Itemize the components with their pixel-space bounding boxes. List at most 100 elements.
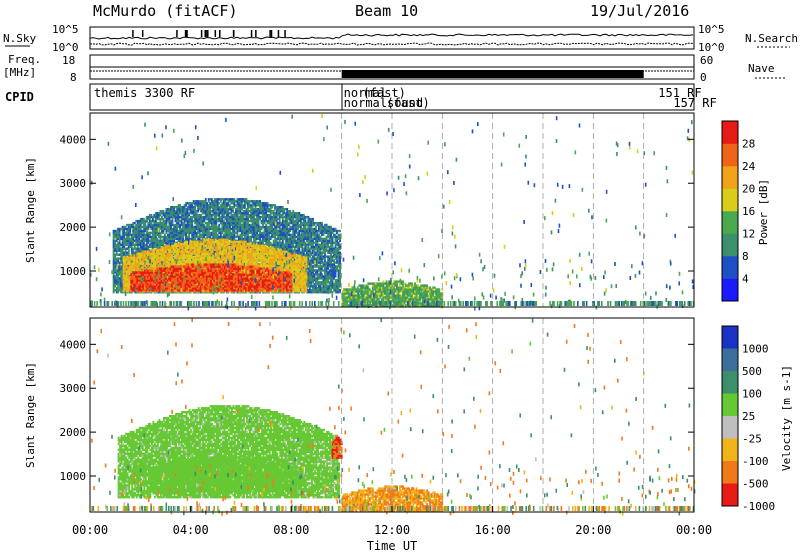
heatmap-cell [158, 212, 160, 215]
heatmap-cell [203, 235, 206, 239]
heatmap-cell [148, 235, 151, 239]
heatmap-cell [136, 243, 139, 246]
heatmap-cell [118, 229, 121, 233]
heatmap-cell [171, 221, 174, 225]
heatmap-cell [180, 233, 183, 237]
heatmap-cell [206, 204, 209, 207]
heatmap-cell [123, 229, 126, 233]
heatmap-cell [180, 227, 183, 231]
heatmap-cell [183, 210, 186, 213]
heatmap-cell [133, 227, 136, 231]
heatmap-cell [136, 231, 139, 235]
cpid-label: CPID [5, 90, 34, 104]
heatmap-cell [126, 247, 129, 250]
heatmap-cell [180, 208, 183, 211]
heatmap-cell [198, 223, 201, 227]
heatmap-cell [168, 217, 171, 221]
heatmap-cell [158, 225, 160, 229]
heatmap-cell [153, 221, 156, 225]
heatmap-cell [141, 217, 144, 221]
heatmap-cell [141, 225, 144, 229]
heatmap-cell [133, 221, 136, 225]
heatmap-cell [139, 265, 142, 268]
heatmap-cell [176, 237, 178, 241]
heatmap-cell [151, 215, 154, 219]
heatmap-cell [115, 275, 118, 278]
heatmap-cell [159, 212, 162, 215]
freq-traces [90, 66, 694, 78]
heatmap-cell [147, 247, 150, 250]
heatmap-cell [188, 231, 191, 235]
heatmap-cell [179, 223, 181, 227]
heatmap-cell [147, 221, 150, 225]
heatmap-cell [112, 237, 115, 241]
heatmap-cell [150, 223, 153, 227]
heatmap-cell [176, 233, 178, 237]
heatmap-cell [180, 223, 183, 227]
heatmap-cell [165, 210, 168, 213]
heatmap-cell [117, 281, 120, 284]
heatmap-cell [138, 231, 141, 235]
heatmap-cell [162, 225, 165, 229]
heatmap-cell [133, 233, 136, 237]
heatmap-cell [204, 227, 207, 231]
heatmap-cell [206, 217, 209, 221]
heatmap-cell [147, 237, 150, 241]
heatmap-cell [115, 273, 118, 276]
heatmap-cell [164, 235, 166, 239]
heatmap-cell [145, 227, 148, 231]
heatmap-cell [139, 235, 142, 239]
heatmap-cell [197, 223, 200, 227]
heatmap-cell [142, 235, 145, 239]
heatmap-cell [180, 229, 183, 233]
heatmap-cell [170, 221, 172, 225]
heatmap-cell [162, 217, 165, 221]
heatmap-cell [194, 202, 197, 205]
heatmap-cell [112, 233, 115, 237]
heatmap-cell [147, 227, 150, 231]
heatmap-cell [120, 265, 123, 268]
heatmap-cell [168, 215, 171, 219]
heatmap-cell [203, 233, 206, 237]
heatmap-cell [183, 231, 186, 235]
heatmap-cell [120, 289, 123, 292]
heatmap-cell [179, 204, 181, 207]
heatmap-cell [158, 214, 160, 217]
heatmap-cell [201, 204, 204, 207]
heatmap-cell [139, 233, 142, 237]
heatmap-cell [182, 212, 184, 215]
heatmap-cell [204, 225, 207, 229]
heatmap-cell [112, 257, 115, 260]
heatmap-cell [135, 235, 138, 239]
heatmap-cell [127, 223, 130, 227]
cpid-entry: normalsound [344, 96, 423, 110]
cpid-entry: themis 3300 RF [94, 86, 195, 100]
heatmap-cell [118, 241, 121, 244]
heatmap-cell [159, 227, 162, 231]
heatmap-cell [200, 206, 203, 209]
heatmap-cell [154, 221, 157, 225]
heatmap-cell [114, 243, 117, 246]
heatmap-cell [124, 241, 127, 244]
heatmap-cell [171, 215, 174, 219]
heatmap-cell [203, 225, 206, 229]
heatmap-cell [139, 241, 142, 244]
heatmap-cell [168, 208, 171, 211]
heatmap-cell [174, 225, 177, 229]
heatmap-cell [136, 249, 139, 252]
heatmap-cell [117, 247, 120, 250]
heatmap-cell [174, 206, 177, 209]
heatmap-cell [204, 215, 207, 219]
heatmap-cell [130, 235, 133, 239]
heatmap-cell [123, 227, 126, 231]
heatmap-cell [191, 231, 194, 235]
heatmap-cell [188, 221, 191, 225]
heatmap-cell [183, 225, 186, 229]
heatmap-cell [117, 269, 120, 272]
heatmap-cell [114, 275, 117, 278]
heatmap-cell [127, 237, 130, 241]
heatmap-cell [141, 239, 144, 242]
heatmap-cell [121, 283, 124, 286]
heatmap-cell [132, 251, 135, 254]
heatmap-cell [167, 241, 169, 244]
